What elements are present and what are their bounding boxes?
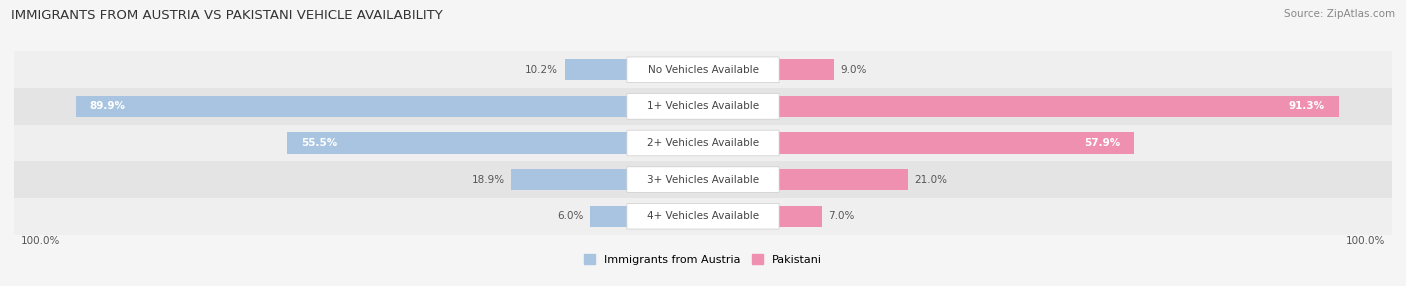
Text: 55.5%: 55.5%: [301, 138, 337, 148]
Text: 57.9%: 57.9%: [1084, 138, 1121, 148]
Bar: [14, 125, 1392, 161]
Bar: [14, 161, 1392, 198]
Text: IMMIGRANTS FROM AUSTRIA VS PAKISTANI VEHICLE AVAILABILITY: IMMIGRANTS FROM AUSTRIA VS PAKISTANI VEH…: [11, 9, 443, 21]
Text: 10.2%: 10.2%: [524, 65, 558, 75]
Legend: Immigrants from Austria, Pakistani: Immigrants from Austria, Pakistani: [579, 250, 827, 269]
Bar: [14, 51, 1392, 88]
Text: 1+ Vehicles Available: 1+ Vehicles Available: [647, 102, 759, 111]
FancyBboxPatch shape: [627, 94, 779, 119]
Text: 9.0%: 9.0%: [841, 65, 868, 75]
Text: 7.0%: 7.0%: [828, 211, 855, 221]
Text: 6.0%: 6.0%: [557, 211, 583, 221]
Bar: [565, 59, 627, 80]
Text: 4+ Vehicles Available: 4+ Vehicles Available: [647, 211, 759, 221]
Bar: [287, 132, 627, 154]
Bar: [779, 59, 834, 80]
Bar: [512, 169, 627, 190]
Text: 18.9%: 18.9%: [471, 175, 505, 184]
FancyBboxPatch shape: [627, 130, 779, 156]
Bar: [779, 96, 1339, 117]
Text: 100.0%: 100.0%: [1346, 236, 1385, 246]
FancyBboxPatch shape: [627, 167, 779, 192]
FancyBboxPatch shape: [627, 203, 779, 229]
FancyBboxPatch shape: [627, 57, 779, 83]
Text: 100.0%: 100.0%: [21, 236, 60, 246]
Bar: [779, 132, 1133, 154]
Bar: [591, 206, 627, 227]
Bar: [779, 206, 821, 227]
Text: 3+ Vehicles Available: 3+ Vehicles Available: [647, 175, 759, 184]
Text: No Vehicles Available: No Vehicles Available: [648, 65, 758, 75]
Bar: [779, 169, 907, 190]
Bar: [76, 96, 627, 117]
Text: 21.0%: 21.0%: [914, 175, 948, 184]
Bar: [14, 198, 1392, 235]
Text: 2+ Vehicles Available: 2+ Vehicles Available: [647, 138, 759, 148]
Bar: [14, 88, 1392, 125]
Text: 91.3%: 91.3%: [1289, 102, 1324, 111]
Text: Source: ZipAtlas.com: Source: ZipAtlas.com: [1284, 9, 1395, 19]
Text: 89.9%: 89.9%: [90, 102, 125, 111]
